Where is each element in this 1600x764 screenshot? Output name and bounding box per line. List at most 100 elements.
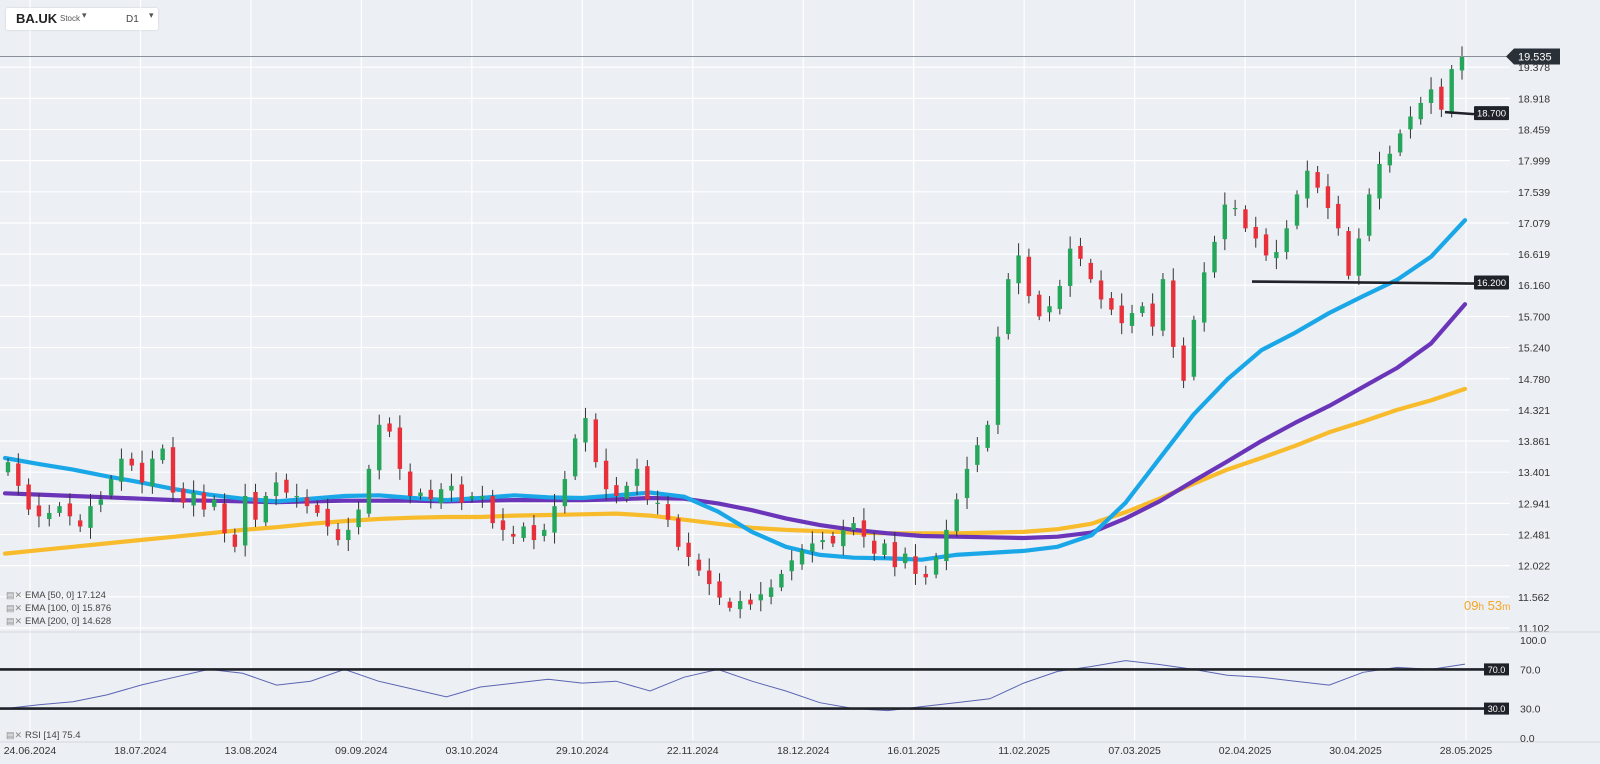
candle-body <box>1459 56 1465 71</box>
candle <box>232 528 238 553</box>
candle <box>88 493 93 539</box>
candle <box>1305 160 1310 208</box>
rsi-line <box>4 660 1466 712</box>
price-tick-label: 18.918 <box>1518 93 1550 105</box>
candle-body <box>1397 133 1403 153</box>
candle-body <box>1284 228 1289 253</box>
candle <box>480 485 485 508</box>
candle <box>181 482 186 509</box>
candle <box>913 544 918 585</box>
settings-close-icon[interactable]: ▤✕ <box>6 616 23 626</box>
candle <box>98 491 104 513</box>
candle <box>77 514 83 532</box>
candle <box>377 414 382 480</box>
ema200-legend[interactable]: ▤✕ EMA [200, 0] 14.628 <box>6 616 111 627</box>
candle-body <box>758 594 763 601</box>
candle-body <box>1212 241 1217 273</box>
candle <box>366 464 372 518</box>
chevron-down-icon[interactable]: ▾ <box>149 10 154 20</box>
candle <box>1006 273 1011 340</box>
candle <box>851 517 856 536</box>
candle-body <box>851 523 856 530</box>
candle-body <box>1171 280 1176 347</box>
candle-body <box>1366 194 1372 236</box>
ema50-legend[interactable]: ▤✕ EMA [50, 0] 17.124 <box>6 590 106 601</box>
candle-body <box>913 556 918 574</box>
candle <box>1150 293 1155 336</box>
instrument-selector[interactable]: BA.UK Stock ▾ D1 ▾ <box>6 8 158 30</box>
candle-body <box>964 468 970 499</box>
candle <box>346 517 351 552</box>
horizontal-level-line <box>1444 110 1475 116</box>
horizontal-level-label: 18.700 <box>1477 109 1506 120</box>
candle-body <box>985 424 990 448</box>
candle <box>799 544 805 570</box>
candle-body <box>1232 207 1238 210</box>
candle-body <box>16 463 21 486</box>
candle <box>1253 216 1258 248</box>
candle <box>1418 96 1423 125</box>
price-tick-label: 17.539 <box>1518 187 1550 199</box>
ema100-legend-label: EMA [100, 0] 15.876 <box>25 603 112 614</box>
candle-body <box>438 489 444 504</box>
candle <box>1284 220 1289 260</box>
candle-body <box>562 479 568 507</box>
timeframe-label[interactable]: D1 <box>126 14 139 25</box>
candle <box>531 514 537 550</box>
candle-body <box>88 506 93 528</box>
price-tick-label: 17.079 <box>1518 218 1550 230</box>
candle <box>1408 106 1413 139</box>
settings-close-icon[interactable]: ▤✕ <box>6 730 23 740</box>
candle <box>1057 279 1063 315</box>
date-tick-label: 11.02.2025 <box>998 745 1050 757</box>
candle <box>614 477 619 504</box>
candle-body <box>253 491 258 520</box>
candle <box>985 420 990 452</box>
horizontal-level-tag <box>1474 275 1509 290</box>
candle <box>603 448 609 501</box>
rsi-legend[interactable]: ▤✕ RSI [14] 75.4 <box>6 730 81 741</box>
candle-body <box>139 462 145 483</box>
chevron-down-icon[interactable]: ▾ <box>82 10 87 20</box>
candle <box>387 417 392 438</box>
settings-close-icon[interactable]: ▤✕ <box>6 590 23 600</box>
candle <box>1201 262 1207 332</box>
candle-body <box>377 424 382 471</box>
candle <box>242 483 248 557</box>
current-price-label: 19.535 <box>1518 52 1552 64</box>
candle <box>1459 46 1465 80</box>
candle-body <box>892 542 898 568</box>
settings-close-icon[interactable]: ▤✕ <box>6 603 23 613</box>
date-tick-label: 28.05.2025 <box>1440 745 1493 757</box>
candle-body <box>603 460 609 490</box>
candle <box>26 478 31 516</box>
candle-body <box>98 499 104 505</box>
candle <box>397 415 403 480</box>
candle-body <box>1201 272 1207 323</box>
candle <box>294 483 299 508</box>
candle-body <box>36 505 42 517</box>
ema100-legend[interactable]: ▤✕ EMA [100, 0] 15.876 <box>6 603 111 614</box>
candle-body <box>1439 86 1444 110</box>
candle <box>418 488 423 500</box>
candle <box>490 489 495 529</box>
candle-body <box>1428 89 1434 103</box>
candle-body <box>284 479 289 493</box>
candle <box>1274 239 1279 270</box>
candle <box>902 547 908 569</box>
timer-hours: 09 <box>1464 598 1479 613</box>
candle-body <box>1263 234 1269 256</box>
candle-body <box>1150 303 1155 327</box>
candle-body <box>1449 69 1454 114</box>
candle <box>892 531 898 577</box>
candle-body <box>583 418 588 443</box>
candle <box>1428 77 1434 114</box>
price-tick-label: 11.562 <box>1518 592 1549 604</box>
candle-body <box>1294 194 1300 226</box>
candle <box>273 472 279 506</box>
date-tick-label: 02.04.2025 <box>1219 745 1272 757</box>
candle <box>356 501 361 535</box>
candle-body <box>933 556 939 575</box>
candle-body <box>67 503 73 517</box>
